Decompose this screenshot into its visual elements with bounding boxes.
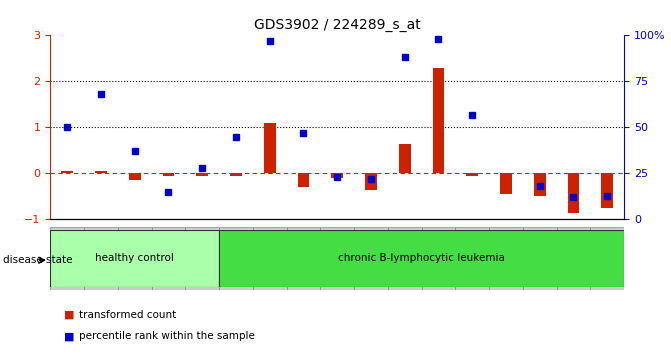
Bar [162, 173, 174, 176]
Bar [197, 173, 208, 176]
Text: GSM658017: GSM658017 [299, 230, 308, 285]
Bar [230, 173, 242, 176]
Text: GSM658020: GSM658020 [400, 230, 409, 285]
Bar [489, 227, 523, 290]
Bar [365, 173, 377, 189]
Bar [287, 227, 320, 290]
Bar [219, 227, 253, 290]
Bar [399, 143, 411, 173]
Bar [590, 227, 624, 290]
Bar [533, 173, 546, 196]
Bar [320, 227, 354, 290]
Text: chronic B-lymphocytic leukemia: chronic B-lymphocytic leukemia [338, 253, 505, 263]
Bar [331, 173, 343, 178]
Bar [456, 227, 489, 290]
Text: GSM658011: GSM658011 [97, 230, 105, 285]
Text: GSM658015: GSM658015 [231, 230, 240, 285]
Title: GDS3902 / 224289_s_at: GDS3902 / 224289_s_at [254, 18, 421, 32]
Text: GSM658013: GSM658013 [164, 230, 173, 285]
Bar [523, 227, 556, 290]
Bar [421, 227, 456, 290]
Bar [556, 227, 590, 290]
Text: transformed count: transformed count [79, 310, 176, 320]
Bar [354, 227, 388, 290]
Text: healthy control: healthy control [95, 253, 174, 263]
Bar [264, 123, 276, 173]
Text: GSM658025: GSM658025 [569, 230, 578, 285]
Bar [61, 171, 73, 173]
Bar [297, 173, 309, 187]
Text: GSM658010: GSM658010 [62, 230, 72, 285]
Bar [152, 227, 185, 290]
Text: GSM658018: GSM658018 [333, 230, 342, 285]
Text: GSM658026: GSM658026 [603, 230, 612, 285]
Text: GSM658024: GSM658024 [535, 230, 544, 285]
Text: GSM658016: GSM658016 [265, 230, 274, 285]
Bar [118, 227, 152, 290]
Bar [466, 173, 478, 176]
Bar [388, 227, 421, 290]
Bar [50, 227, 84, 290]
Bar [129, 173, 141, 180]
Text: GSM658014: GSM658014 [198, 230, 207, 285]
Bar [84, 227, 118, 290]
Text: GSM658022: GSM658022 [468, 230, 476, 285]
Text: ■: ■ [64, 331, 74, 341]
Text: GSM658021: GSM658021 [434, 230, 443, 285]
Text: GSM658012: GSM658012 [130, 230, 139, 285]
Bar [219, 230, 624, 287]
Bar [568, 173, 579, 212]
Bar [433, 68, 444, 173]
Text: GSM658019: GSM658019 [366, 230, 376, 285]
Bar [185, 227, 219, 290]
Bar [601, 173, 613, 208]
Text: GSM658023: GSM658023 [501, 230, 511, 285]
Bar [253, 227, 287, 290]
Bar [95, 171, 107, 173]
Text: ■: ■ [64, 310, 74, 320]
Text: disease state: disease state [3, 255, 73, 265]
Bar [50, 230, 219, 287]
Text: percentile rank within the sample: percentile rank within the sample [79, 331, 254, 341]
Bar [500, 173, 512, 194]
